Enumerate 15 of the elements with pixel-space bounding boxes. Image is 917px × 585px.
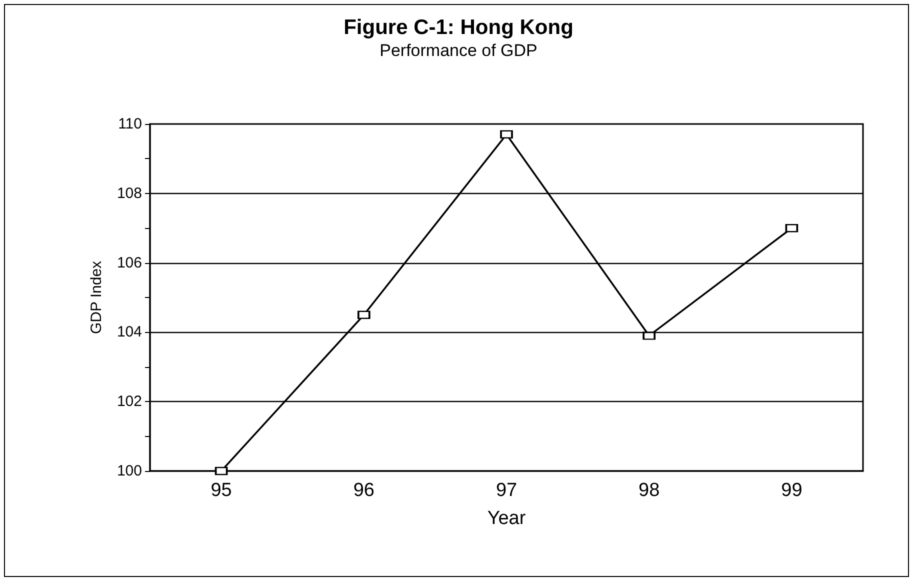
- x-tick-label: 98: [638, 480, 660, 501]
- x-tick-label: 99: [781, 480, 802, 501]
- x-tick-label: 95: [210, 480, 232, 501]
- y-tick-label: 108: [116, 184, 142, 202]
- y-tick-label: 104: [116, 324, 142, 341]
- x-axis-title: Year: [487, 508, 526, 529]
- y-axis-title: GDP Index: [88, 260, 105, 334]
- y-tick-label: 100: [116, 462, 142, 480]
- chart-subtitle: Performance of GDP: [380, 41, 538, 60]
- y-tick-label: 106: [116, 254, 142, 272]
- y-tick-label: 102: [116, 393, 142, 410]
- y-tick-label: 110: [118, 116, 142, 132]
- chart-title: Figure C-1: Hong Kong: [344, 16, 574, 39]
- x-tick-label: 96: [353, 480, 374, 501]
- x-tick-label: 97: [496, 480, 518, 501]
